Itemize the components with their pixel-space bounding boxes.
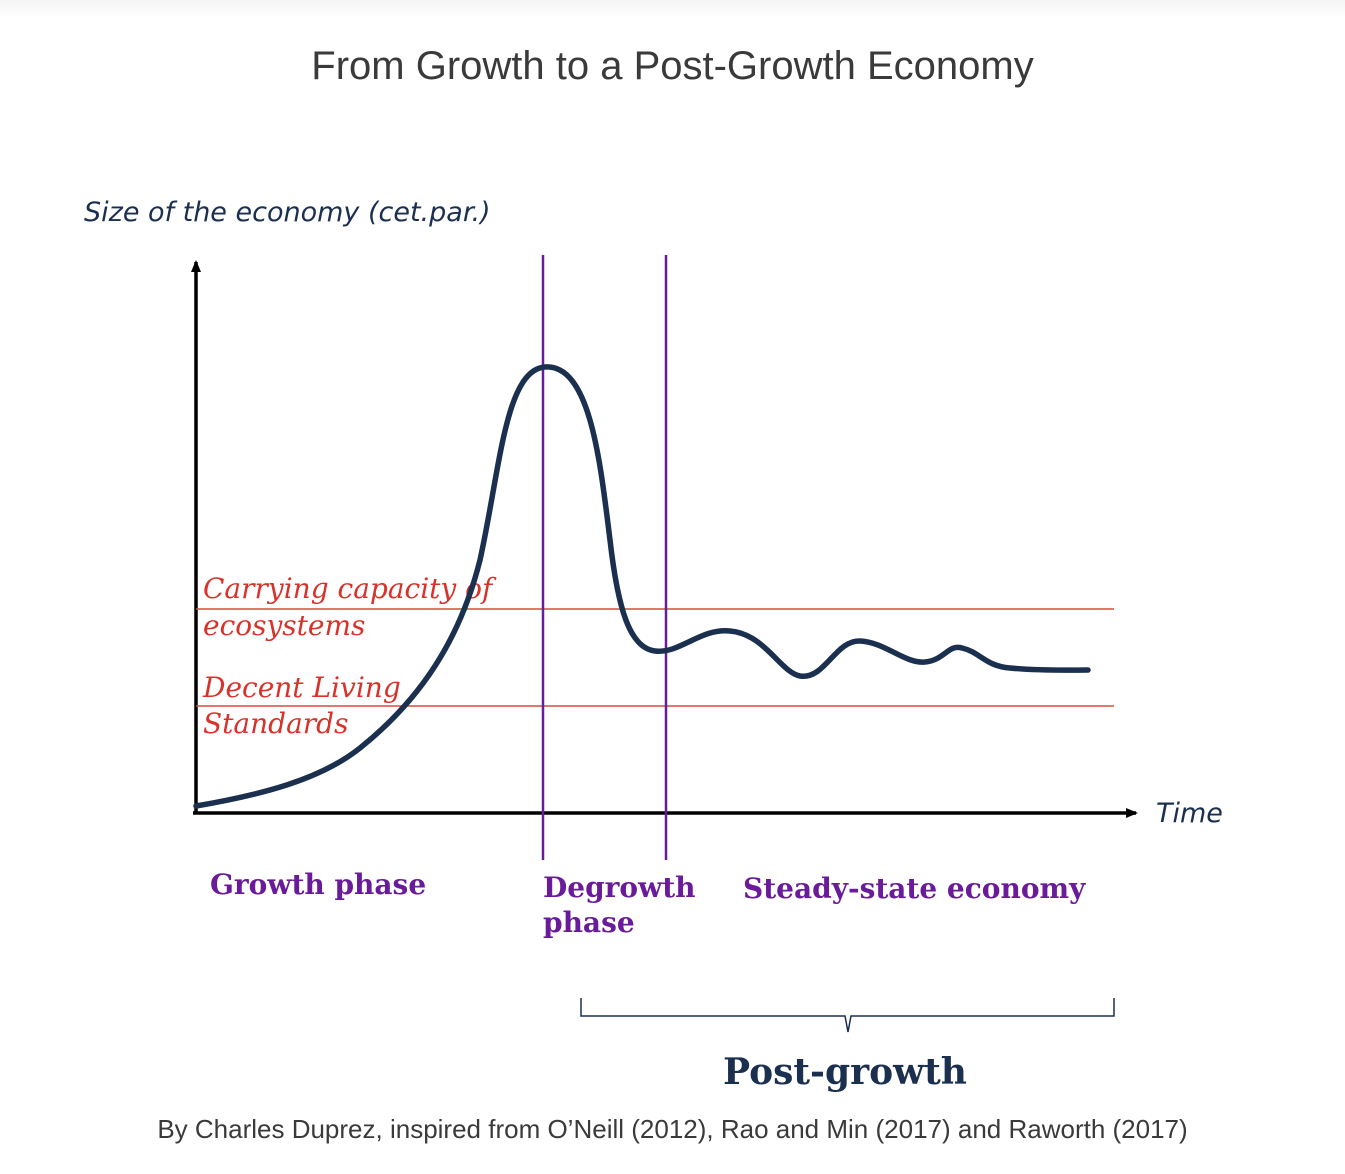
degrowth-phase-label: Degrowth phase [543,871,705,939]
degrowth-phase-label-line1: Degrowth [543,871,696,904]
top-bar [0,0,1345,18]
post-growth-label: Post-growth [723,1051,967,1093]
decent-living-label-line1: Decent Living [202,671,401,704]
degrowth-phase-label-line2: phase [543,906,635,939]
page-title: From Growth to a Post-Growth Economy [311,44,1034,88]
economy-curve [193,364,1091,809]
carrying-capacity-label: Carrying capacity of ecosystems [203,572,501,642]
post-growth-diagram: Size of the economy (cet.par.) Time Carr… [84,197,1223,1093]
post-growth-brace [580,998,1115,1033]
decent-living-label-line2: Standards [203,707,348,740]
growth-phase-label: Growth phase [210,868,426,901]
y-axis-label: Size of the economy (cet.par.) [84,197,491,228]
decent-living-label: Decent Living Standards [202,671,410,740]
figure-caption: By Charles Duprez, inspired from O’Neill… [157,1114,1188,1144]
x-axis-label: Time [1156,798,1223,829]
steady-state-label: Steady-state economy [743,872,1086,905]
carrying-capacity-label-line2: ecosystems [203,609,365,642]
carrying-capacity-label-line1: Carrying capacity of [203,572,497,605]
